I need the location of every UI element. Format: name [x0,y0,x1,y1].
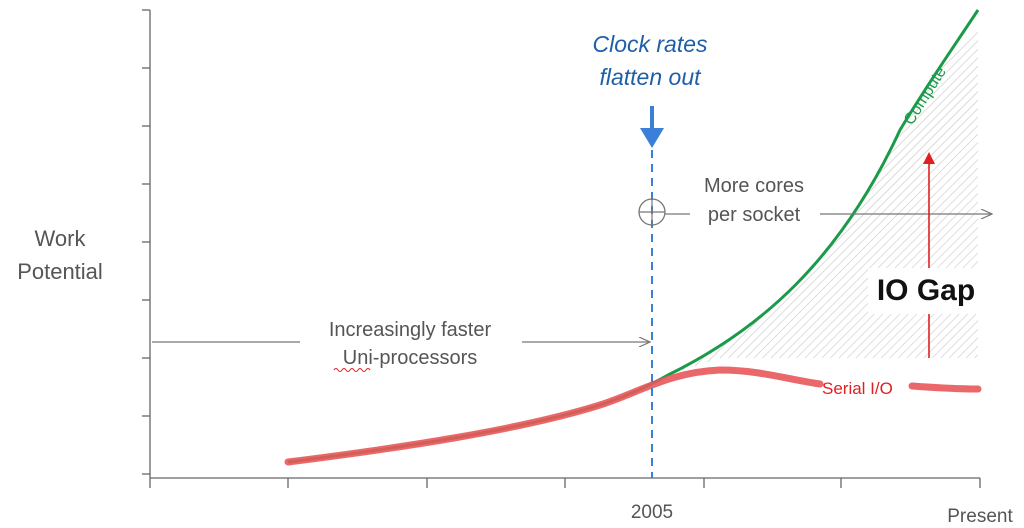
x-tick-present: Present [947,506,1013,527]
x-tick-2005: 2005 [631,502,673,523]
down-arrow-icon [640,106,664,148]
serial-io-tail [908,382,982,393]
y-axis-ticks [142,9,150,475]
more-cores-label-line1: More cores [704,175,804,197]
uni-processors-label-line2: Uni-processors [343,347,477,369]
serial-io-series-label: Serial I/O [822,379,893,398]
clock-rates-label-line1: Clock rates [592,31,708,57]
x-axis-ticks [149,478,981,488]
clock-rates-label-line2: flatten out [599,64,702,90]
y-axis-label-line2: Potential [17,259,103,284]
uni-processors-label-line1: Increasingly faster [329,319,492,341]
y-axis-label-line1: Work [35,226,87,251]
io-gap-label: IO Gap [877,274,975,307]
serial-io-curve [284,366,824,466]
spellcheck-squiggle [333,368,371,372]
more-cores-label-line2: per socket [708,204,801,226]
